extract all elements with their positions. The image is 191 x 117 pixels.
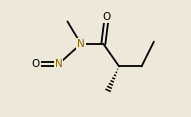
Text: N: N	[77, 39, 85, 49]
Text: O: O	[32, 59, 40, 69]
Text: N: N	[55, 59, 62, 69]
Text: O: O	[103, 12, 111, 22]
